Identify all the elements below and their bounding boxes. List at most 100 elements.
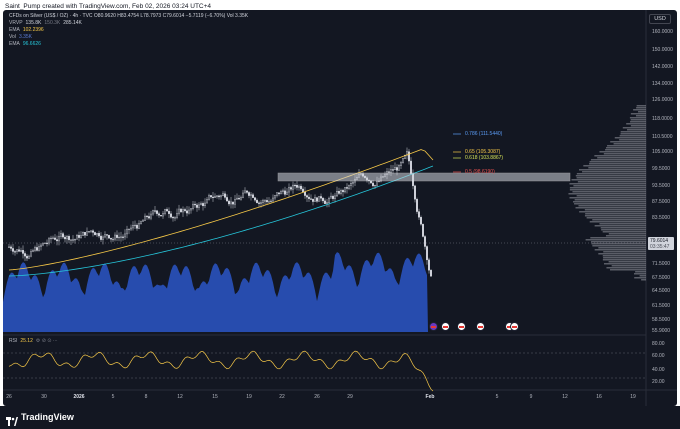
rsi-axis-label: 60.00 [652,353,665,359]
vrvp-label: VRVP [9,20,23,26]
economic-event-icon[interactable] [510,322,519,331]
tradingview-logo-icon [6,413,18,426]
candle-body [106,234,108,236]
time-axis-label: 2026 [73,394,85,400]
volume-value: 3.35K [18,34,33,40]
rsi-settings-icon[interactable]: ⚙ ⊘ ⊙ ⋯ [35,338,58,344]
volume-profile-bar [582,171,646,173]
volume-profile-bar [608,261,646,263]
candle-body [182,209,184,213]
time-axis-label: 9 [529,394,533,400]
candle-body [192,203,194,209]
candle-body [102,236,104,240]
volume-profile-bar [594,225,646,227]
candle-body [308,196,310,199]
vrvp-value-2: 150.3K [44,20,61,26]
candle-body [206,199,208,204]
candle-body [392,169,394,171]
ema-fast-legend[interactable]: EMA 102.2396 [9,27,44,33]
price-axis-label: 134.0000 [652,81,673,87]
volume-profile-bar [633,109,646,111]
price-axis-label: 160.0000 [652,29,673,35]
currency-button[interactable]: USD [649,14,671,24]
chart-frame[interactable]: CFDs on Silver (US$ / OZ) · 4h · TVC O80… [3,10,677,406]
candle-body [246,190,248,193]
vrvp-legend[interactable]: VRVP 135.8K 150.3K 285.14K [9,20,82,26]
candle-body [236,197,238,200]
candle-body [42,242,44,246]
candle-body [80,235,82,238]
candle-body [82,232,84,236]
candle-body [218,195,220,198]
candle-body [114,234,116,240]
event-marker-icon[interactable] [429,322,438,331]
candle-body [76,235,78,240]
candle-body [242,192,244,198]
economic-event-icon[interactable] [457,322,466,331]
candle-body [148,216,150,219]
candle-body [74,239,76,241]
ema-slow-legend[interactable]: EMA 96.6626 [9,41,41,47]
candle-body [318,196,320,202]
candle-body [288,187,290,193]
candle-body [72,239,74,241]
candle-body [302,188,304,193]
volume-profile-bar [590,159,646,161]
volume-profile-bar [599,223,646,225]
price-axis-label: 64.5000 [652,288,671,294]
candle-body [304,191,306,196]
candle-body [194,203,196,206]
volume-profile-bar [590,237,646,239]
volume-profile-bar [610,141,646,143]
volume-profile-bar [589,163,646,165]
volume-profile-bar [607,145,646,147]
candle-body [112,238,114,241]
candle-body [350,183,352,186]
ema-slow-label: EMA [9,41,20,47]
candle-body [416,199,418,212]
candle-body [424,236,426,247]
candle-body [18,249,20,252]
volume-profile-bar [603,153,646,155]
candle-body [252,194,254,198]
symbol-legend[interactable]: CFDs on Silver (US$ / OZ) · 4h · TVC O80… [9,13,249,19]
candle-body [326,202,328,204]
candle-body [346,187,348,189]
time-axis-label: 12 [562,394,568,400]
last-price-tag: 79.6014 03:35:47 [648,237,674,250]
tradingview-logo[interactable]: TradingView [6,412,74,426]
rsi-legend[interactable]: RSI 25.12 ⚙ ⊘ ⊙ ⋯ [9,338,58,344]
candle-body [90,230,92,232]
candle-body [298,185,300,188]
price-chart[interactable] [3,10,677,406]
candle-body [316,197,318,202]
volume-legend[interactable]: Vol 3.35K [9,34,32,40]
time-axis-label: 30 [41,394,47,400]
time-axis-label: 26 [314,394,320,400]
volume-profile-bar [594,155,646,157]
economic-event-icon[interactable] [441,322,450,331]
economic-event-icon[interactable] [476,322,485,331]
candle-body [174,217,176,219]
volume-profile-bar [579,169,646,171]
candle-body [266,200,268,203]
volume-profile-bar [639,275,646,277]
price-axis-label: 71.5000 [652,261,671,267]
candle-body [8,246,10,248]
candle-body [224,193,226,198]
volume-profile-bar [641,279,646,281]
volume-profile-bar [608,233,646,235]
volume-profile-bar [638,111,646,113]
last-price-value: 79.6014 [650,237,669,244]
candle-body [54,237,56,240]
candle-body [154,210,156,212]
candle-body [240,197,242,200]
candle-body [84,232,86,236]
candle-body [162,213,164,217]
candle-body [294,184,296,187]
volume-profile-bar [594,249,646,251]
candle-body [300,185,302,190]
candle-body [222,193,224,196]
volume-profile-bar [609,269,646,271]
candle-body [176,213,178,218]
